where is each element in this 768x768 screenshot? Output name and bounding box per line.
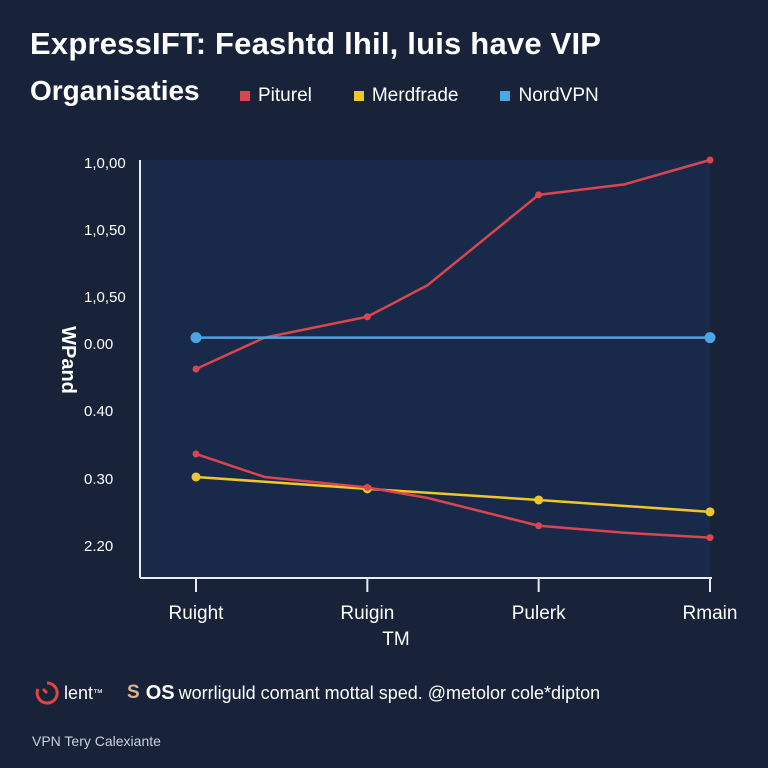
data-point bbox=[192, 450, 200, 458]
brand: lent ™ bbox=[34, 680, 103, 706]
x-tick-label: Pulerk bbox=[512, 603, 566, 624]
legend-swatch-nordvpn bbox=[500, 91, 511, 101]
x-tick-label: Ruigin bbox=[340, 603, 394, 624]
data-point bbox=[191, 472, 201, 482]
chart-title: ExpressIFT: Feashtd lhil, luis have VIP bbox=[30, 26, 602, 61]
legend-swatch-piturel bbox=[240, 91, 250, 101]
legend-label-piturel: Piturel bbox=[258, 85, 312, 106]
data-point bbox=[535, 191, 543, 199]
legend: Piturel Merdfrade NordVPN bbox=[240, 85, 641, 107]
data-point bbox=[190, 332, 202, 344]
series-line-1 bbox=[195, 475, 711, 514]
data-point bbox=[363, 313, 371, 321]
y-tick-label: 1,0,50 bbox=[84, 289, 126, 306]
data-point bbox=[535, 522, 543, 530]
legend-swatch-merdfrade bbox=[353, 91, 364, 101]
s-logo-icon: S bbox=[127, 682, 140, 703]
y-axis-label: WPand bbox=[57, 326, 79, 394]
data-point bbox=[192, 365, 200, 373]
brand-name: lent bbox=[64, 682, 94, 703]
brand-ring-icon bbox=[35, 681, 59, 705]
x-tick-label: Rmain bbox=[683, 603, 738, 624]
data-point bbox=[363, 483, 371, 491]
y-tick-label: 0.30 bbox=[84, 471, 113, 488]
x-tick-label: Ruight bbox=[169, 603, 225, 624]
data-point bbox=[705, 507, 715, 517]
y-tick-label: 1,0,50 bbox=[84, 222, 126, 239]
series-line-3 bbox=[195, 452, 711, 539]
x-axis-label: TM bbox=[382, 629, 409, 650]
data-point bbox=[704, 332, 716, 344]
footer-caption-line: worrliguld comant mottal sped. @metolor … bbox=[178, 682, 601, 703]
legend-item-nordvpn: NordVPN bbox=[500, 85, 599, 107]
data-point bbox=[534, 495, 544, 505]
data-point bbox=[706, 156, 714, 164]
legend-label-nordvpn: NordVPN bbox=[518, 85, 599, 106]
chart-subtitle: Organisaties bbox=[30, 75, 200, 106]
y-tick-label: 2.20 bbox=[84, 538, 113, 555]
y-tick-label: 1,0,00 bbox=[84, 155, 126, 172]
os-label: OS bbox=[145, 681, 175, 704]
legend-item-merdfrade: Merdfrade bbox=[353, 85, 459, 107]
bottom-caption: VPN Tery Calexiante bbox=[32, 733, 161, 749]
legend-label-merdfrade: Merdfrade bbox=[371, 85, 459, 106]
y-tick-label: 0.00 bbox=[84, 336, 113, 353]
plot-area bbox=[140, 160, 710, 578]
footer-row: lent ™ S OS worrliguld comant mottal sped… bbox=[34, 680, 600, 706]
data-point bbox=[706, 534, 714, 542]
y-tick-label: 0.40 bbox=[84, 403, 113, 420]
legend-item-piturel: Piturel bbox=[240, 85, 312, 107]
